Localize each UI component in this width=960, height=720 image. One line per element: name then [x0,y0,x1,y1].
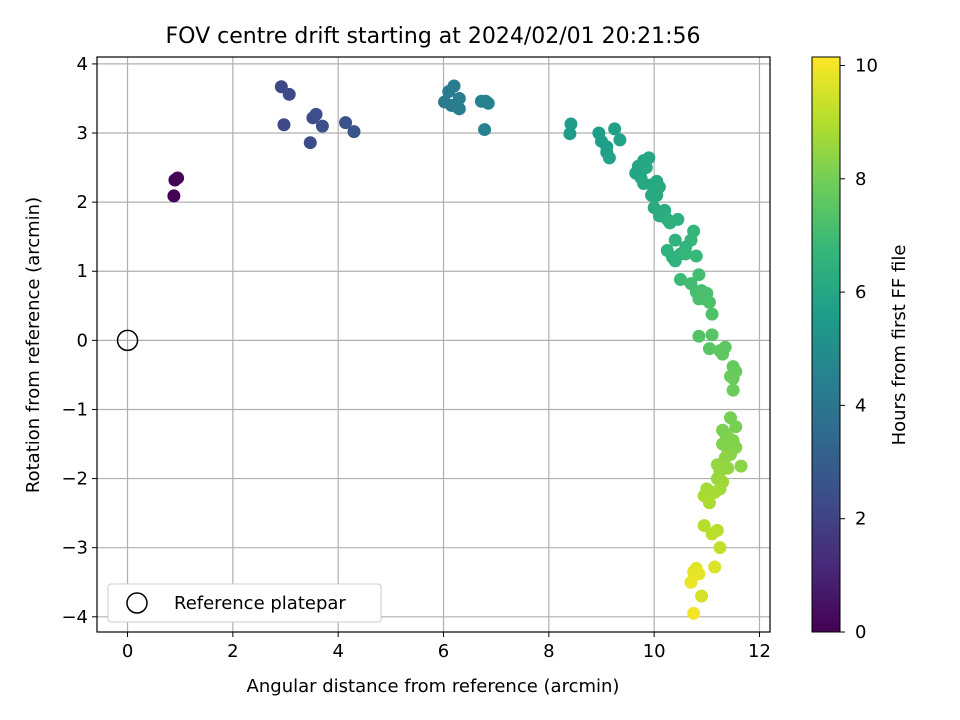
data-point [692,268,706,282]
y-tick-label: −3 [61,538,88,559]
y-tick-label: −2 [61,469,88,490]
colorbar-tick-label: 4 [855,395,866,416]
data-point [716,347,730,361]
x-tick-label: 6 [438,641,449,662]
x-axis-ticks: 0 2 4 6 8 10 12 [122,632,771,662]
colorbar-tick-label: 6 [855,282,866,303]
data-point [303,136,317,150]
colorbar [811,56,841,633]
colorbar-ticks: 0 2 4 6 8 10 [840,55,878,643]
y-tick-label: 1 [77,261,88,282]
data-point [447,79,461,93]
data-point [702,496,716,510]
data-point [592,126,606,140]
data-point [702,342,716,356]
chart-title: FOV centre drift starting at 2024/02/01 … [166,24,701,49]
data-point [679,247,693,261]
data-point [726,371,740,385]
y-tick-label: 4 [77,54,88,75]
colorbar-tick-label: 2 [855,509,866,530]
data-point [713,541,727,555]
data-point [608,122,622,136]
reference-marker [116,329,139,352]
data-point [639,161,653,175]
data-point [602,151,616,165]
data-point [697,519,711,533]
y-tick-label: 0 [77,330,88,351]
x-tick-label: 12 [748,641,771,662]
legend-marker [126,592,148,614]
data-point [282,87,296,101]
y-tick-label: −1 [61,399,88,420]
data-point [563,127,577,141]
data-point [702,295,716,309]
x-tick-label: 10 [643,641,666,662]
x-tick-label: 2 [227,641,238,662]
data-point [708,485,722,499]
data-point [708,560,722,574]
data-point [668,233,682,247]
legend: Reference platepar [107,583,382,623]
data-point [167,189,181,203]
data-point [478,123,492,137]
x-tick-label: 0 [122,641,133,662]
data-point [692,329,706,343]
data-point [663,216,677,230]
data-point [339,116,353,130]
data-point [729,420,743,434]
data-point [347,125,361,139]
data-point [613,133,627,147]
data-point [684,575,698,589]
data-point [660,244,674,258]
data-point [687,606,701,620]
data-point [481,96,495,110]
data-point [692,292,706,306]
data-point [309,107,323,121]
y-tick-label: 2 [77,192,88,213]
colorbar-tick-label: 10 [855,55,878,76]
scatter-points [167,79,748,620]
legend-box [107,583,382,623]
data-point [668,254,682,268]
y-tick-label: 3 [77,123,88,144]
reference-point-marker [116,329,139,352]
data-point [705,307,719,321]
plot-area-frame [96,56,771,633]
data-point [645,188,659,202]
data-point [315,119,329,133]
data-point [637,176,651,190]
colorbar-tick-label: 0 [855,622,866,643]
data-point [450,100,464,114]
data-point [734,459,748,473]
x-tick-label: 8 [543,641,554,662]
colorbar-label: Hours from first FF file [889,245,910,446]
legend-entry-label: Reference platepar [174,593,346,614]
data-point [692,567,706,581]
data-point [564,117,578,131]
colorbar-tick-label: 8 [855,169,866,190]
y-axis-ticks: −4 −3 −2 −1 0 1 2 3 4 [61,54,97,628]
y-axis-label: Rotation from reference (arcmin) [23,197,44,493]
data-point [171,171,185,185]
y-tick-label: −4 [61,607,88,628]
data-point [673,273,687,287]
grid-lines [97,57,770,632]
data-point [705,328,719,342]
x-axis-label: Angular distance from reference (arcmin) [247,676,620,697]
x-tick-label: 4 [332,641,343,662]
data-point [705,527,719,541]
data-point [726,383,740,397]
data-point [689,249,703,263]
data-point [695,589,709,603]
data-point [277,118,291,132]
